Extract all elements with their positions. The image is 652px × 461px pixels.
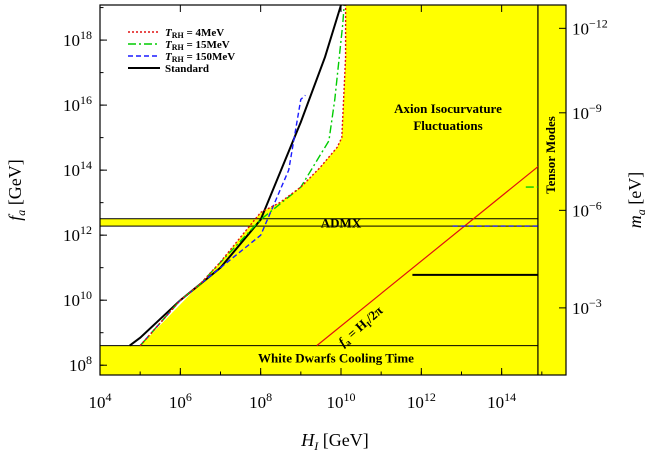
- y2-tick-label: 10−12: [572, 16, 608, 38]
- x-tick-label: 1010: [326, 390, 355, 412]
- y2-tick-label: 10−3: [572, 296, 602, 318]
- white-dwarfs-label: White Dwarfs Cooling Time: [258, 351, 414, 366]
- diagonal-fa-hi-line: [316, 165, 538, 347]
- admx-label: ADMX: [321, 215, 362, 230]
- excluded-regions: [99, 5, 567, 376]
- x-tick-label: 1012: [407, 390, 436, 412]
- isocurvature-label-line-2: Fluctuations: [413, 118, 482, 133]
- y-tick-label: 1010: [63, 288, 92, 310]
- y2-axis-title: ma [eV]: [625, 172, 648, 228]
- legend-label: TRH = 4MeV: [165, 27, 224, 40]
- series-lines: [129, 4, 538, 347]
- trh-4mev-curve: [139, 5, 347, 347]
- y-tick-label: 108: [69, 353, 92, 375]
- legend-label: Standard: [165, 63, 209, 75]
- x-tick-label: 108: [249, 390, 272, 412]
- y-tick-label: 1016: [63, 93, 92, 115]
- legend-label: TRH = 15MeV: [165, 39, 230, 52]
- x-axis-title: HI [GeV]: [300, 430, 368, 453]
- y-axis-title: fa [GeV]: [5, 159, 28, 221]
- x-tick-label: 106: [169, 390, 192, 412]
- y2-tick-label: 10−9: [572, 101, 602, 123]
- y-tick-label: 1014: [63, 158, 92, 180]
- x-tick-label: 104: [89, 390, 112, 412]
- x-tick-label: 1014: [487, 390, 516, 412]
- axis-ticks: 104 106 108 1010 1012 1014 108 1010 1012 1014 1016…: [63, 5, 608, 412]
- plot-frame: [99, 4, 567, 376]
- y-tick-label: 1018: [63, 28, 92, 50]
- plot-border: [99, 4, 567, 376]
- tensor-modes-label: Tensor Modes: [543, 116, 558, 194]
- y2-tick-label: 10−6: [572, 198, 602, 220]
- isocurvature-region: [140, 5, 566, 375]
- region-labels: Axion Isocurvature Fluctuations ADMX White …: [258, 101, 558, 366]
- axis-titles: HI [GeV] fa [GeV] ma [eV]: [5, 159, 648, 453]
- tensor-modes-region: [537, 5, 566, 375]
- isocurvature-label-line-1: Axion Isocurvature: [394, 101, 502, 116]
- y-tick-label: 1012: [63, 223, 92, 245]
- legend-label: TRH = 150MeV: [165, 51, 235, 64]
